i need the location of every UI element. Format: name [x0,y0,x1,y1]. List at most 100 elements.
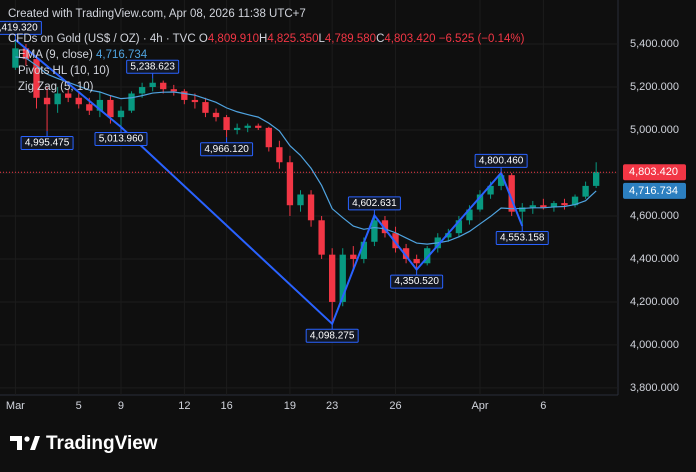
candle-body [33,59,40,98]
pivot-box [305,328,359,343]
candle-body [12,48,19,68]
candle-body [54,93,61,105]
candle-body [276,147,283,163]
symbol: CFDs on Gold (US$ / OZ) · 4h · TVC [8,33,196,45]
pivot-box [495,231,549,246]
ohlc-key: C [376,33,384,45]
candle-body [286,162,294,206]
pivot-box [20,135,74,150]
candle-body [160,82,167,90]
x-tick-label: 5 [76,400,82,412]
candle-body [424,248,431,264]
last-price-label: 4,803.420 [629,166,678,178]
candle-body [65,93,72,98]
pivot-label: 4,602.631 [352,198,397,209]
y-tick-label: 5,200.000 [630,81,679,93]
candle-body [265,127,272,148]
plot [12,39,600,324]
candle-body [202,102,209,113]
ema-price-label: 4,716.734 [629,185,678,197]
brand-logo [10,436,40,450]
legend-ema: EMA (9, close) 4,716.734 [18,49,148,61]
candle-body [43,97,51,105]
x-tick-label: 16 [220,400,232,412]
y-tick-label: 3,800.000 [630,382,679,394]
candle-body [445,233,452,238]
candle-body [96,99,104,111]
candle-body [244,125,251,128]
ohlc-value: 4,789.580 [325,33,376,45]
candle-body [117,110,125,118]
ohlc-key: O [199,33,208,45]
ema-name: EMA (9, close) [18,49,93,61]
candle-body [455,220,463,234]
pivot-label: 4,350.520 [394,276,439,287]
pivot-box [474,153,528,168]
candle-body [540,205,547,208]
candle-body [350,254,357,259]
change: −6.525 (−0.14%) [439,33,525,45]
candle-body [107,99,114,118]
candle-body [476,194,484,210]
pivot-label: 4,800.460 [479,156,524,167]
candle-body [75,97,82,105]
candle-body [138,87,146,94]
pivot-box [94,132,148,147]
candle-body [571,196,579,206]
pivot-label: 4,966.120 [204,144,249,155]
last-price-box [623,164,686,181]
credit: Created with TradingView.com, Apr 08, 20… [8,8,306,20]
y-tick-label: 5,000.000 [630,124,679,136]
candle-body [360,241,368,259]
pivot-box [347,196,401,211]
pivot-label: 4,098.275 [310,330,355,341]
candle-body [508,175,515,212]
ema-price-box [623,182,686,199]
candle-body [392,233,399,249]
candle-body [550,203,558,208]
pivot-label: 5,419.320 [0,23,38,34]
y-tick-label: 4,600.000 [630,210,679,222]
candle-body [339,254,346,302]
candle-body [255,125,262,128]
candle-body [149,82,156,88]
candle-body [402,248,410,259]
pivot-box [390,274,444,289]
ohlc-value: 4,803.420 [384,33,435,45]
grid [0,0,618,395]
ohlc-value: 4,825.350 [267,33,318,45]
candle-body [582,185,589,197]
y-tick-label: 4,200.000 [630,296,679,308]
candle-body [529,205,536,208]
candle-body [212,112,220,118]
x-tick-label: 9 [118,400,124,412]
candle-body [318,220,325,255]
candle-body [191,99,199,103]
x-tick-label: 26 [389,400,401,412]
ema-value: 4,716.734 [96,49,148,61]
overlay: 5,419.320 4,995.475 5,238.623 5,013.960 4,96… [0,20,618,343]
pivot-label: 4,995.475 [25,138,70,149]
x-tick-label: Mar [6,400,25,412]
ema-line [15,56,597,245]
pivot-box [126,59,180,74]
candle-body [223,117,230,131]
x-tick-label: 6 [540,400,546,412]
pivot-label: 5,013.960 [99,134,144,145]
candle-body [86,104,93,111]
pivot-label: 4,553.158 [500,233,545,244]
ohlc: O4,809.910H4,825.350L4,789.580C4,803.420 [199,33,436,45]
x-tick-label: Apr [471,400,488,412]
x-tick-label: 12 [178,400,190,412]
candle-body [519,207,526,212]
candle-body [233,127,241,131]
candle-body [329,254,336,302]
candle-body [371,220,378,242]
y-tick-label: 4,400.000 [630,253,679,265]
ohlc-value: 4,809.910 [208,33,259,45]
ohlc-key: H [259,33,267,45]
candle-body [181,91,188,100]
candle-body [592,172,600,186]
legend-zigzag: Zig Zag (5, 10) [18,81,94,93]
